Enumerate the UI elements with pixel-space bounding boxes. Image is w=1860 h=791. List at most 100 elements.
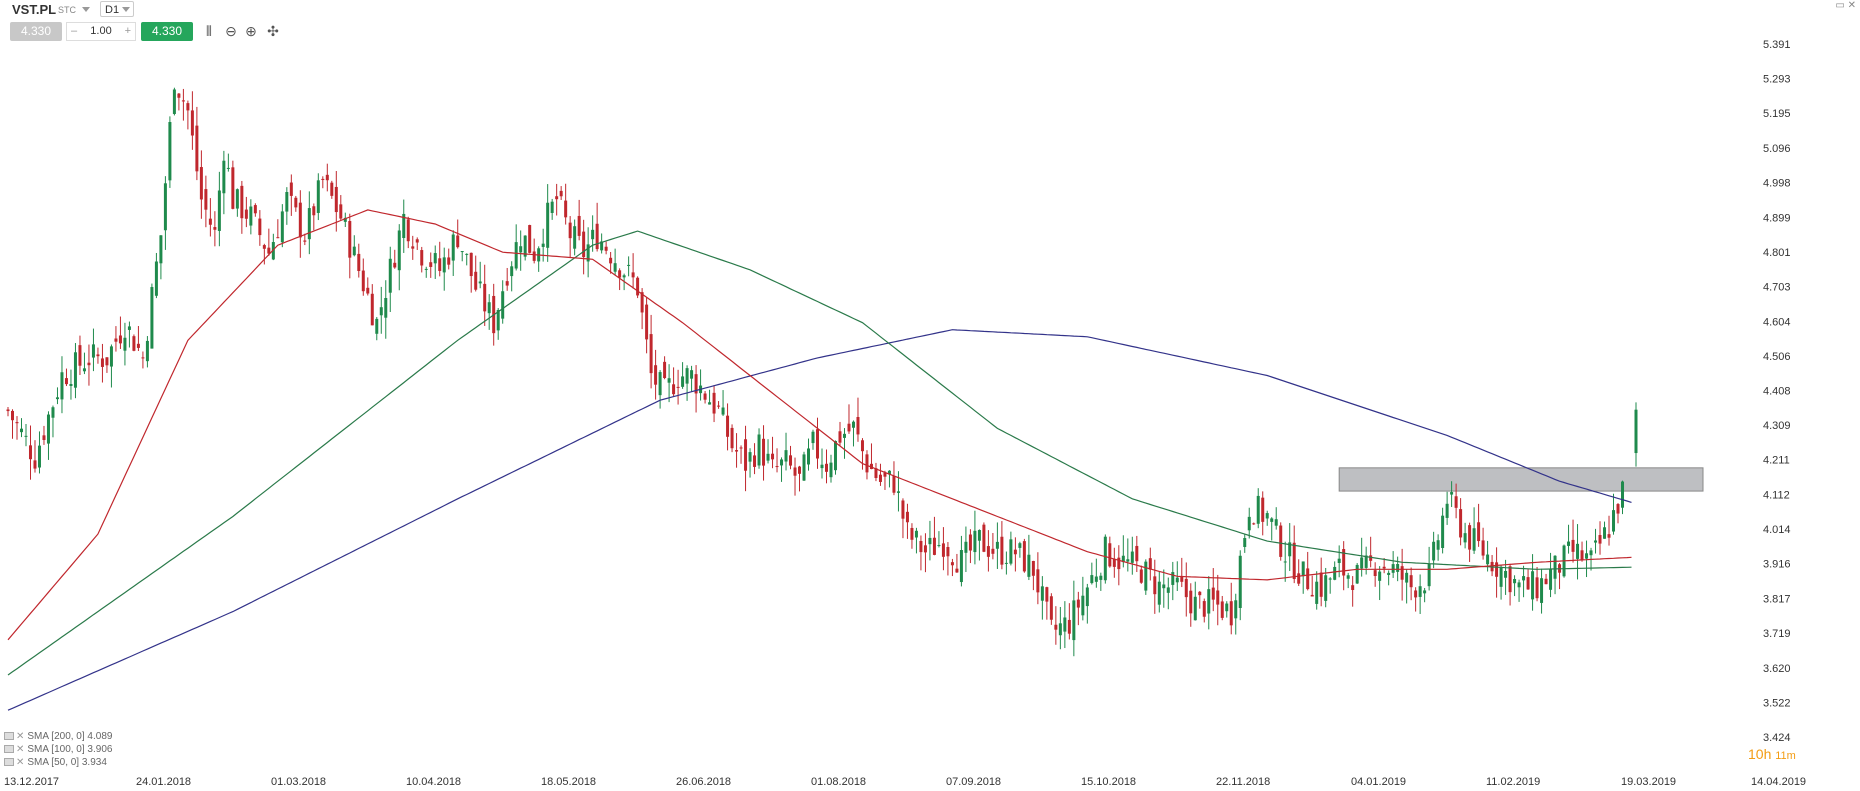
x-tick-label: 26.06.2018 (676, 776, 731, 788)
candle-body (1553, 555, 1557, 579)
candle-body (1603, 527, 1607, 539)
candle-body (1607, 534, 1611, 538)
candle-body (1373, 570, 1377, 577)
candle-body (950, 562, 954, 566)
x-tick-label: 13.12.2017 (4, 776, 59, 788)
candle-body (474, 271, 478, 290)
candle-body (1612, 510, 1616, 532)
candle-body (1202, 601, 1206, 617)
y-tick-label: 4.899 (1763, 212, 1791, 224)
candle-body (438, 258, 442, 271)
symbol-label[interactable]: VST.PL (12, 2, 57, 17)
candle-body (802, 454, 806, 481)
y-tick-label: 3.620 (1763, 663, 1791, 675)
candle-body (1238, 555, 1242, 608)
candle-body (1414, 590, 1418, 598)
candle-body (1436, 540, 1440, 550)
candle-body (316, 180, 320, 213)
candle-body (901, 500, 905, 519)
candle-body (1337, 558, 1341, 563)
legend-settings-icon[interactable] (4, 758, 14, 767)
candle-body (163, 183, 167, 231)
candle-body (739, 447, 743, 449)
y-tick-label: 3.522 (1763, 697, 1791, 709)
zoom-out-icon[interactable]: ⊖ (225, 23, 237, 39)
candle-body (1315, 581, 1319, 604)
crosshair-icon[interactable]: ✣ (267, 23, 279, 39)
candle-body (361, 270, 365, 292)
candle-body (941, 543, 945, 557)
candle-body (370, 293, 374, 326)
candle-body (955, 568, 959, 573)
candle-body (793, 467, 797, 476)
candle-body (442, 257, 446, 273)
candle-body (483, 283, 487, 312)
candle-body (1481, 540, 1485, 556)
candle-body (860, 440, 864, 452)
candle-body (366, 287, 370, 294)
candle-body (33, 460, 37, 469)
quantity-stepper[interactable]: – 1.00 + (66, 22, 136, 41)
candle-body (1130, 551, 1134, 563)
candle-body (1387, 572, 1391, 575)
candle-body (1252, 523, 1256, 525)
legend-sma-200[interactable]: ✕ SMA [200, 0] 4.089 (4, 731, 112, 743)
candle-body (1144, 561, 1148, 591)
candle-body (82, 368, 86, 372)
candle-body (1463, 533, 1467, 543)
candle-body (487, 302, 491, 314)
legend-remove-icon[interactable]: ✕ (16, 744, 25, 755)
candle-body (559, 190, 563, 197)
market-dropdown-icon[interactable] (82, 7, 90, 12)
window-controls-icon[interactable]: ▭ ✕ (1835, 0, 1856, 11)
indicators-icon[interactable]: ⫴ (206, 23, 212, 39)
y-tick-label: 4.211 (1763, 455, 1790, 467)
candle-body (1166, 587, 1170, 593)
candle-body (357, 253, 361, 272)
candle-body (28, 445, 32, 460)
candle-body (289, 182, 293, 196)
legend-settings-icon[interactable] (4, 732, 14, 741)
legend-remove-icon[interactable]: ✕ (16, 731, 25, 742)
sell-button[interactable]: 4.330 (10, 22, 62, 41)
candle-body (757, 434, 761, 466)
candle-body (1063, 617, 1067, 632)
legend-sma-100[interactable]: ✕ SMA [100, 0] 3.906 (4, 744, 112, 756)
candle-body (631, 272, 635, 278)
candle-body (123, 337, 127, 351)
candle-body (231, 167, 235, 209)
candle-body (1621, 481, 1625, 508)
candle-body (96, 354, 100, 357)
legend-remove-icon[interactable]: ✕ (16, 757, 25, 768)
candle-body (1198, 591, 1202, 596)
countdown-minutes: 11m (1775, 750, 1796, 762)
candle-body (914, 530, 918, 538)
candle-body (869, 463, 873, 470)
y-tick-label: 3.916 (1763, 559, 1791, 571)
candle-body (703, 393, 707, 400)
candle-body (1598, 535, 1602, 544)
x-tick-label: 07.09.2018 (946, 776, 1001, 788)
quantity-plus-button[interactable]: + (124, 25, 131, 37)
zoom-in-icon[interactable]: ⊕ (245, 23, 257, 39)
candle-body (1135, 545, 1139, 562)
legend-sma-50[interactable]: ✕ SMA [50, 0] 3.934 (4, 757, 107, 769)
candle-body (937, 545, 941, 547)
countdown-hours: 10h (1748, 746, 1772, 762)
candle-body (645, 304, 649, 340)
quantity-minus-button[interactable]: – (71, 25, 78, 37)
candle-body (654, 365, 658, 385)
timeframe-select[interactable]: D1 (100, 1, 134, 17)
candle-body (429, 262, 433, 267)
candle-body (375, 318, 379, 334)
candle-body (1297, 573, 1301, 584)
candle-body (892, 475, 896, 493)
candle-body (1468, 525, 1472, 550)
candle-body (15, 422, 19, 424)
candle-body (141, 357, 145, 359)
candle-body (1531, 571, 1535, 600)
buy-button[interactable]: 4.330 (141, 22, 193, 41)
quantity-value[interactable]: 1.00 (90, 25, 112, 37)
legend-settings-icon[interactable] (4, 745, 14, 754)
